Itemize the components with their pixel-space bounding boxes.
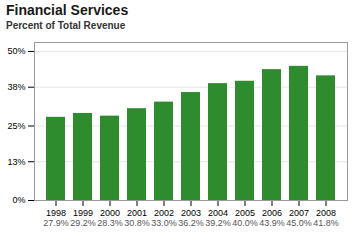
html-text:Financial Services: Financial Services <box>6 2 129 18</box>
svg-text:33.0%: 33.0% <box>151 218 177 228</box>
svg-text:27.9%: 27.9% <box>43 218 69 228</box>
svg-text:38%: 38% <box>7 82 25 92</box>
svg-text:45.0%: 45.0% <box>286 218 312 228</box>
svg-text:40.0%: 40.0% <box>232 218 258 228</box>
html-text:Percent of Total Revenue: Percent of Total Revenue <box>6 20 126 31</box>
svg-text:29.2%: 29.2% <box>70 218 96 228</box>
svg-text:13%: 13% <box>7 157 25 167</box>
svg-text:2004: 2004 <box>208 208 228 218</box>
svg-text:2006: 2006 <box>262 208 282 218</box>
svg-text:2000: 2000 <box>100 208 120 218</box>
svg-text:2008: 2008 <box>316 208 336 218</box>
svg-text:1998: 1998 <box>46 208 66 218</box>
svg-text:43.9%: 43.9% <box>259 218 285 228</box>
svg-text:1999: 1999 <box>73 208 93 218</box>
svg-text:30.8%: 30.8% <box>124 218 150 228</box>
svg-text:28.3%: 28.3% <box>97 218 123 228</box>
svg-text:41.8%: 41.8% <box>313 218 339 228</box>
svg-text:25%: 25% <box>7 121 25 131</box>
svg-text:39.2%: 39.2% <box>205 218 231 228</box>
svg-text:36.2%: 36.2% <box>178 218 204 228</box>
svg-text:2005: 2005 <box>235 208 255 218</box>
svg-text:0%: 0% <box>12 195 25 205</box>
svg-text:2007: 2007 <box>289 208 309 218</box>
svg-text:50%: 50% <box>7 46 25 56</box>
svg-text:2003: 2003 <box>181 208 201 218</box>
svg-text:2001: 2001 <box>127 208 147 218</box>
svg-text:2002: 2002 <box>154 208 174 218</box>
